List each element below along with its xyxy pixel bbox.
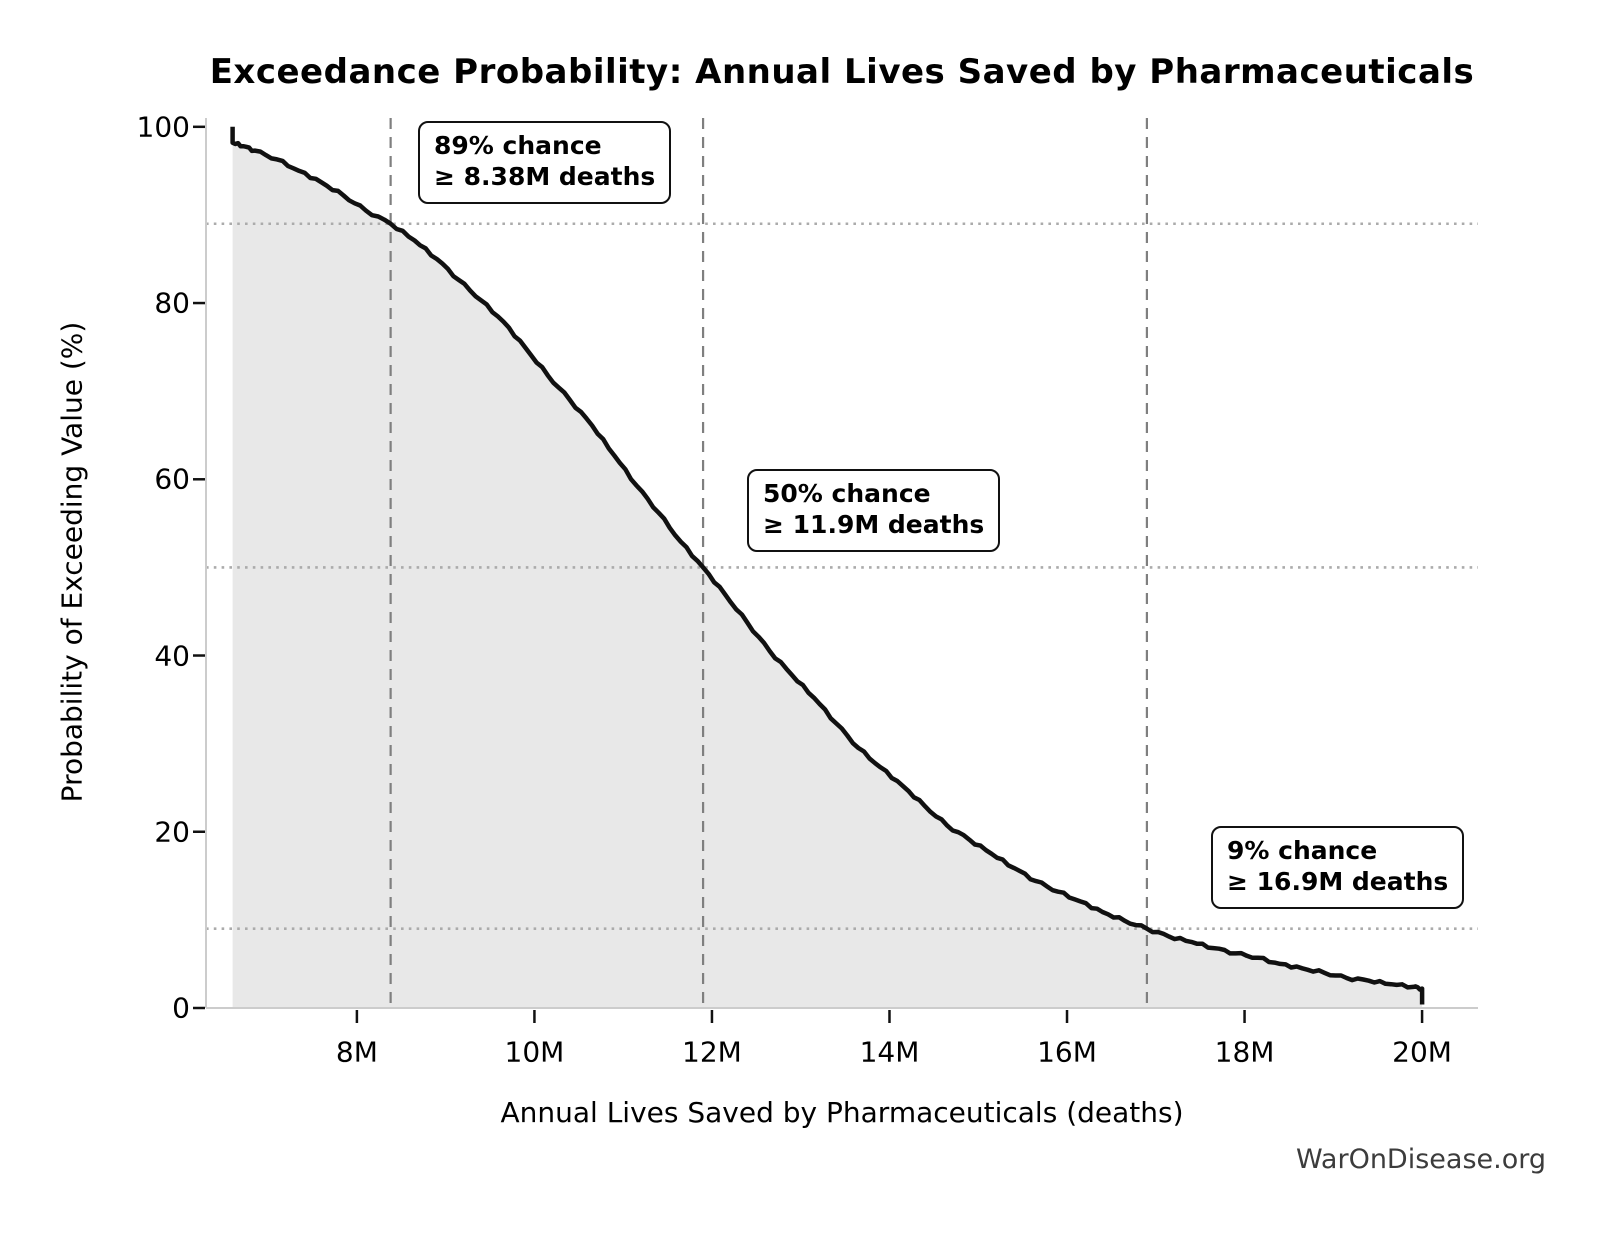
- x-axis-label: Annual Lives Saved by Pharmaceuticals (d…: [500, 1096, 1184, 1129]
- annotation-line2: ≥ 8.38M deaths: [434, 161, 656, 191]
- y-tick-label-20: 20: [154, 815, 190, 849]
- x-tick-label-16M: 16M: [1037, 1035, 1097, 1069]
- x-tick-label-18M: 18M: [1214, 1035, 1275, 1069]
- annotation-line2: ≥ 16.9M deaths: [1227, 866, 1449, 896]
- x-tick-label-20M: 20M: [1392, 1035, 1452, 1069]
- annotation-line2: ≥ 11.9M deaths: [763, 509, 985, 539]
- y-tick-label-60: 60: [154, 462, 190, 496]
- annotation-box-50pct: 50% chance ≥ 11.9M deaths: [747, 469, 1001, 552]
- y-tick-label-80: 80: [154, 286, 190, 320]
- y-tick-label-0: 0: [172, 991, 190, 1025]
- x-tick-label-12M: 12M: [682, 1035, 742, 1069]
- annotation-box-9pct: 9% chance ≥ 16.9M deaths: [1211, 826, 1465, 909]
- y-axis-label: Probability of Exceeding Value (%): [55, 321, 89, 803]
- y-tick-label-40: 40: [154, 639, 190, 673]
- annotation-line1: 89% chance: [434, 131, 602, 160]
- annotation-line1: 9% chance: [1227, 836, 1378, 865]
- y-tick-label-100: 100: [136, 110, 190, 144]
- watermark: WarOnDisease.org: [1295, 1144, 1546, 1175]
- curve-fill-area: [232, 126, 1423, 1009]
- x-tick-label-10M: 10M: [504, 1035, 565, 1069]
- chart-title: Exceedance Probability: Annual Lives Sav…: [209, 52, 1475, 92]
- exceedance-curve: [230, 126, 1425, 1005]
- annotation-line1: 50% chance: [763, 479, 931, 508]
- x-tick-label-14M: 14M: [859, 1035, 920, 1069]
- annotation-box-89pct: 89% chance ≥ 8.38M deaths: [418, 121, 672, 204]
- x-tick-label-8M: 8M: [335, 1035, 378, 1069]
